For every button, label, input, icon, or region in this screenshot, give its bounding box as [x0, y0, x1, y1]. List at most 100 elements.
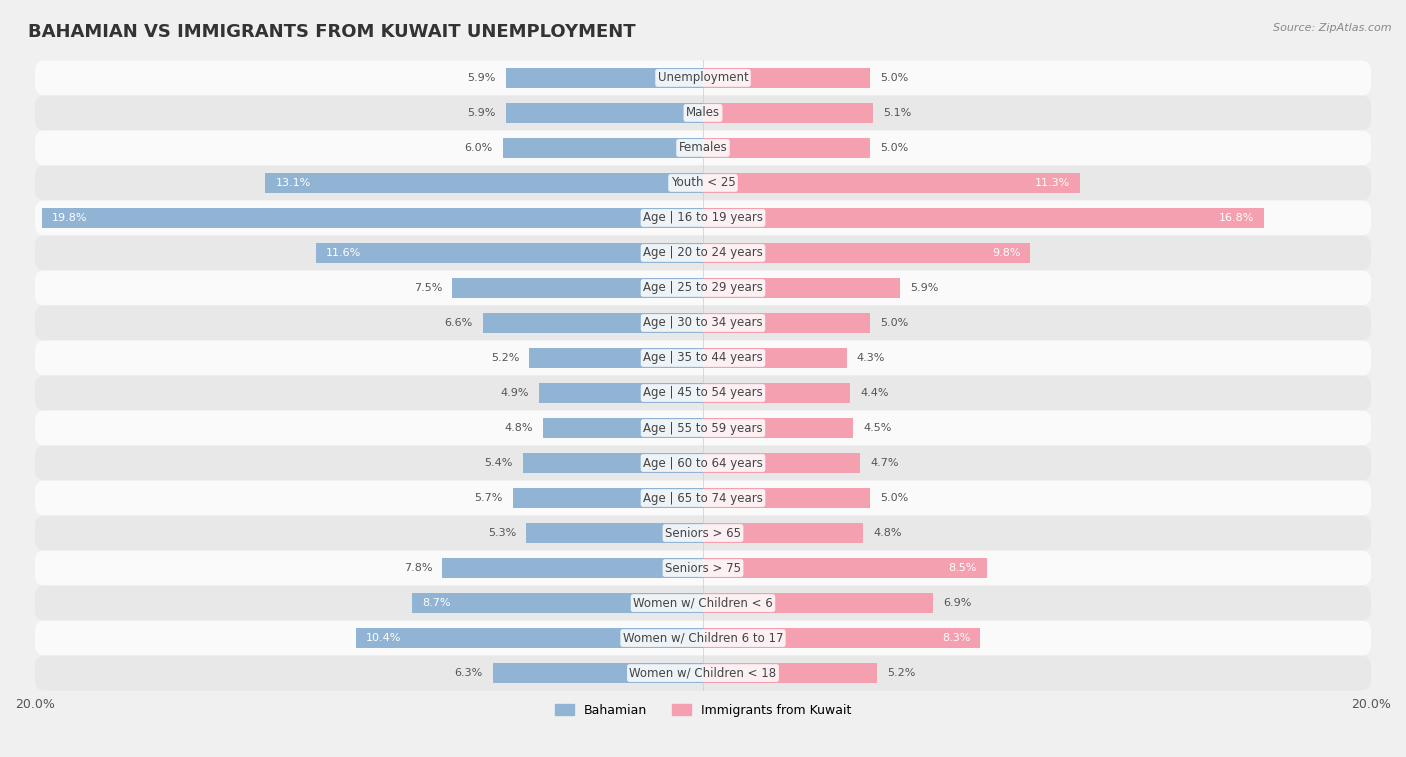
FancyBboxPatch shape: [35, 375, 1371, 410]
Text: 16.8%: 16.8%: [1219, 213, 1254, 223]
Text: 5.2%: 5.2%: [491, 353, 519, 363]
Text: Unemployment: Unemployment: [658, 71, 748, 85]
Text: 8.3%: 8.3%: [942, 633, 970, 643]
Text: 5.9%: 5.9%: [910, 283, 938, 293]
Text: 5.3%: 5.3%: [488, 528, 516, 538]
Text: 5.0%: 5.0%: [880, 318, 908, 328]
Text: 6.9%: 6.9%: [943, 598, 972, 608]
Text: 9.8%: 9.8%: [991, 248, 1021, 258]
Bar: [506, 103, 703, 123]
Text: Males: Males: [686, 107, 720, 120]
Text: Age | 25 to 29 years: Age | 25 to 29 years: [643, 282, 763, 294]
Bar: [703, 313, 870, 333]
Text: 5.9%: 5.9%: [468, 108, 496, 118]
FancyBboxPatch shape: [35, 656, 1371, 690]
Bar: [529, 347, 703, 368]
Bar: [703, 593, 934, 613]
Bar: [703, 383, 851, 403]
Text: 11.6%: 11.6%: [326, 248, 361, 258]
Bar: [703, 347, 846, 368]
Text: 19.8%: 19.8%: [52, 213, 87, 223]
Bar: [703, 663, 877, 684]
Bar: [315, 243, 703, 263]
Text: Youth < 25: Youth < 25: [671, 176, 735, 189]
Text: Source: ZipAtlas.com: Source: ZipAtlas.com: [1274, 23, 1392, 33]
Text: Age | 30 to 34 years: Age | 30 to 34 years: [643, 316, 763, 329]
Text: 4.9%: 4.9%: [501, 388, 529, 398]
Bar: [703, 243, 1031, 263]
FancyBboxPatch shape: [35, 306, 1371, 341]
Text: 4.5%: 4.5%: [863, 423, 891, 433]
Bar: [356, 628, 703, 648]
Bar: [703, 103, 873, 123]
Bar: [502, 138, 703, 158]
FancyBboxPatch shape: [35, 481, 1371, 516]
Bar: [443, 558, 703, 578]
FancyBboxPatch shape: [35, 586, 1371, 621]
FancyBboxPatch shape: [35, 95, 1371, 130]
Text: Age | 60 to 64 years: Age | 60 to 64 years: [643, 456, 763, 469]
FancyBboxPatch shape: [35, 410, 1371, 446]
Text: Age | 55 to 59 years: Age | 55 to 59 years: [643, 422, 763, 435]
Bar: [42, 208, 703, 228]
Text: 4.3%: 4.3%: [856, 353, 884, 363]
Bar: [540, 383, 703, 403]
Bar: [703, 278, 900, 298]
Text: Women w/ Children 6 to 17: Women w/ Children 6 to 17: [623, 631, 783, 644]
Text: 5.0%: 5.0%: [880, 73, 908, 83]
Bar: [703, 418, 853, 438]
Bar: [506, 68, 703, 88]
Text: 5.9%: 5.9%: [468, 73, 496, 83]
Text: 5.2%: 5.2%: [887, 668, 915, 678]
Text: 7.5%: 7.5%: [415, 283, 443, 293]
Text: BAHAMIAN VS IMMIGRANTS FROM KUWAIT UNEMPLOYMENT: BAHAMIAN VS IMMIGRANTS FROM KUWAIT UNEMP…: [28, 23, 636, 41]
FancyBboxPatch shape: [35, 166, 1371, 201]
FancyBboxPatch shape: [35, 621, 1371, 656]
Text: Females: Females: [679, 142, 727, 154]
FancyBboxPatch shape: [35, 550, 1371, 586]
Bar: [703, 453, 860, 473]
Bar: [266, 173, 703, 193]
Text: Age | 35 to 44 years: Age | 35 to 44 years: [643, 351, 763, 364]
Text: 7.8%: 7.8%: [404, 563, 433, 573]
FancyBboxPatch shape: [35, 446, 1371, 481]
Text: Age | 45 to 54 years: Age | 45 to 54 years: [643, 387, 763, 400]
Text: 10.4%: 10.4%: [366, 633, 401, 643]
Text: Age | 20 to 24 years: Age | 20 to 24 years: [643, 247, 763, 260]
Bar: [703, 208, 1264, 228]
Bar: [703, 68, 870, 88]
Text: Seniors > 65: Seniors > 65: [665, 527, 741, 540]
FancyBboxPatch shape: [35, 270, 1371, 306]
Bar: [703, 488, 870, 508]
Text: Age | 65 to 74 years: Age | 65 to 74 years: [643, 491, 763, 504]
Bar: [492, 663, 703, 684]
Text: 4.7%: 4.7%: [870, 458, 898, 468]
Bar: [703, 523, 863, 544]
Text: 5.0%: 5.0%: [880, 143, 908, 153]
Text: 5.7%: 5.7%: [474, 493, 502, 503]
Text: 4.4%: 4.4%: [860, 388, 889, 398]
Text: 5.1%: 5.1%: [883, 108, 911, 118]
FancyBboxPatch shape: [35, 341, 1371, 375]
Text: Women w/ Children < 6: Women w/ Children < 6: [633, 597, 773, 609]
Bar: [412, 593, 703, 613]
Text: 8.5%: 8.5%: [949, 563, 977, 573]
Bar: [526, 523, 703, 544]
Bar: [703, 173, 1080, 193]
Text: 4.8%: 4.8%: [873, 528, 901, 538]
Bar: [453, 278, 703, 298]
Text: Women w/ Children < 18: Women w/ Children < 18: [630, 667, 776, 680]
Bar: [482, 313, 703, 333]
Text: 5.4%: 5.4%: [484, 458, 513, 468]
Text: 4.8%: 4.8%: [505, 423, 533, 433]
Text: 11.3%: 11.3%: [1035, 178, 1070, 188]
Text: 5.0%: 5.0%: [880, 493, 908, 503]
Bar: [543, 418, 703, 438]
FancyBboxPatch shape: [35, 235, 1371, 270]
Bar: [523, 453, 703, 473]
Bar: [703, 628, 980, 648]
Text: Age | 16 to 19 years: Age | 16 to 19 years: [643, 211, 763, 225]
Bar: [513, 488, 703, 508]
Text: 8.7%: 8.7%: [422, 598, 451, 608]
Legend: Bahamian, Immigrants from Kuwait: Bahamian, Immigrants from Kuwait: [550, 699, 856, 722]
